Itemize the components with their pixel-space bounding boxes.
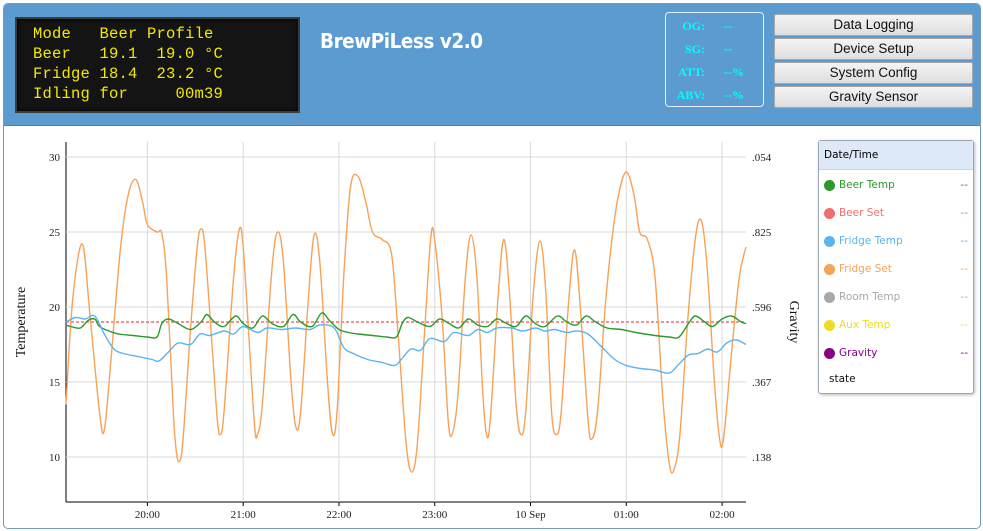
legend-item-gravity[interactable]: Gravity -- bbox=[819, 343, 973, 365]
app-title: BrewPiLess v2.0 bbox=[320, 29, 483, 53]
y2-tick-label: .054 bbox=[752, 152, 772, 164]
legend-item-label: Fridge Temp bbox=[839, 235, 903, 247]
legend-item-label: Beer Temp bbox=[839, 179, 895, 191]
legend-item-aux-temp[interactable]: Aux Temp -- bbox=[819, 315, 973, 337]
legend-color-dot bbox=[824, 236, 835, 247]
system-config-button[interactable]: System Config bbox=[774, 62, 973, 84]
x-tick-label: 02:00 bbox=[710, 509, 736, 521]
series-line-fridge-set bbox=[65, 171, 747, 474]
app-frame: Mode Beer Profile Beer 19.1 19.0 °C Frid… bbox=[3, 3, 981, 529]
legend-item-value: -- bbox=[960, 263, 968, 275]
y2-axis-title: Gravity bbox=[786, 301, 801, 344]
legend-item-value: -- bbox=[960, 235, 968, 247]
sg-row: SG: -- bbox=[666, 42, 763, 62]
legend-item-label: Gravity bbox=[839, 347, 878, 359]
legend-item-label: Room Temp bbox=[839, 291, 901, 303]
y2-tick-label: .138 bbox=[752, 452, 772, 464]
legend-item-label: Beer Set bbox=[839, 207, 885, 219]
legend-color-dot bbox=[824, 208, 835, 219]
gravity-info-box: OG: -- SG: -- ATT: --% ABV: --% bbox=[665, 12, 764, 107]
legend-item-room-temp[interactable]: Room Temp -- bbox=[819, 287, 973, 309]
y-tick-label: 25 bbox=[49, 227, 61, 239]
abv-row: ABV: --% bbox=[666, 88, 763, 108]
og-label: OG: bbox=[682, 19, 705, 33]
y-axis-title: Temperature bbox=[14, 287, 29, 358]
legend-color-dot bbox=[824, 320, 835, 331]
legend-item-label: Fridge Set bbox=[839, 263, 892, 275]
x-tick-label: 10 Sep bbox=[515, 509, 546, 521]
legend-item-value: -- bbox=[960, 319, 968, 331]
series-line-fridge-temp bbox=[65, 314, 747, 374]
x-tick-label: 23:00 bbox=[422, 509, 448, 521]
lcd-display: Mode Beer Profile Beer 19.1 19.0 °C Frid… bbox=[15, 17, 300, 113]
chart-legend: Date/Time Beer Temp -- Beer Set -- Fridge Te… bbox=[818, 140, 974, 394]
legend-item-beer-set[interactable]: Beer Set -- bbox=[819, 203, 973, 225]
header-bar: Mode Beer Profile Beer 19.1 19.0 °C Frid… bbox=[4, 4, 980, 126]
abv-value: --% bbox=[724, 88, 744, 102]
og-value: -- bbox=[724, 19, 732, 33]
legend-datetime-label: Date/Time bbox=[824, 149, 879, 161]
y-tick-label: 10 bbox=[49, 452, 61, 464]
legend-item-label: Aux Temp bbox=[839, 319, 891, 331]
legend-item-value: -- bbox=[960, 291, 968, 303]
x-tick-label: 01:00 bbox=[614, 509, 640, 521]
legend-item-value: -- bbox=[960, 347, 968, 359]
lcd-line-4: Idling for 00m39 bbox=[33, 85, 224, 103]
legend-item-fridge-set[interactable]: Fridge Set -- bbox=[819, 259, 973, 281]
y-tick-label: 20 bbox=[49, 302, 61, 314]
legend-state-label: state bbox=[829, 373, 856, 385]
gravity-sensor-button[interactable]: Gravity Sensor bbox=[774, 86, 973, 108]
series-line-beer-temp bbox=[65, 312, 747, 339]
x-tick-label: 20:00 bbox=[135, 509, 161, 521]
y2-tick-label: .367 bbox=[752, 377, 772, 389]
att-label: ATT: bbox=[678, 65, 705, 79]
y-tick-label: 30 bbox=[49, 152, 61, 164]
legend-color-dot bbox=[824, 348, 835, 359]
att-value: --% bbox=[724, 65, 744, 79]
lcd-line-2: Beer 19.1 19.0 °C bbox=[33, 45, 224, 63]
y-tick-label: 15 bbox=[49, 377, 61, 389]
legend-item-value: -- bbox=[960, 179, 968, 191]
data-logging-button[interactable]: Data Logging bbox=[774, 14, 973, 36]
legend-color-dot bbox=[824, 264, 835, 275]
y2-tick-label: .825 bbox=[752, 227, 772, 239]
legend-item-fridge-temp[interactable]: Fridge Temp -- bbox=[819, 231, 973, 253]
y2-tick-label: .596 bbox=[752, 302, 772, 314]
sg-value: -- bbox=[724, 42, 732, 56]
sg-label: SG: bbox=[684, 42, 705, 56]
x-tick-label: 21:00 bbox=[231, 509, 257, 521]
legend-item-beer-temp[interactable]: Beer Temp -- bbox=[819, 175, 973, 197]
legend-color-dot bbox=[824, 180, 835, 191]
legend-header: Date/Time bbox=[819, 141, 973, 170]
abv-label: ABV: bbox=[676, 88, 705, 102]
legend-color-dot bbox=[824, 292, 835, 303]
legend-item-value: -- bbox=[960, 207, 968, 219]
x-tick-label: 22:00 bbox=[326, 509, 352, 521]
att-row: ATT: --% bbox=[666, 65, 763, 85]
temperature-chart[interactable]: 30 .054 25 .825 20 .596 15 .367 10 .138 20:00 21:00… bbox=[4, 126, 980, 528]
device-setup-button[interactable]: Device Setup bbox=[774, 38, 973, 60]
og-row: OG: -- bbox=[666, 19, 763, 39]
lcd-line-3: Fridge 18.4 23.2 °C bbox=[33, 65, 224, 83]
lcd-line-1: Mode Beer Profile bbox=[33, 25, 214, 43]
